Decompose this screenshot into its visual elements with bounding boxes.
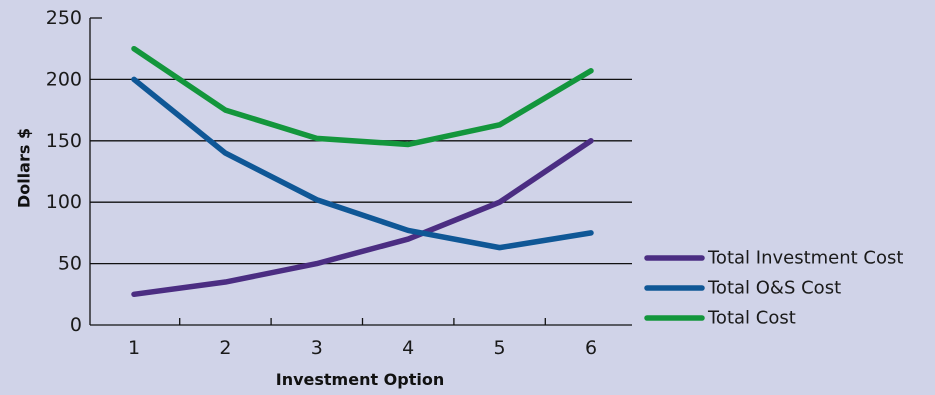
- y-axis-title: Dollars $: [15, 128, 34, 208]
- y-tick-labels: 0 50 100 150 200 250: [46, 7, 82, 336]
- y-tick-label: 100: [46, 191, 82, 213]
- x-tick-label: 5: [494, 337, 506, 359]
- axes: [89, 17, 632, 326]
- series-line-1: [131, 76, 594, 251]
- y-tick-label: 150: [46, 130, 82, 152]
- y-tick-label: 200: [46, 68, 82, 90]
- legend: Total Investment Cost Total O&S Cost Total…: [644, 248, 903, 329]
- x-tick-labels: 1 2 3 4 5 6: [128, 337, 597, 359]
- series-line-0: [131, 138, 594, 298]
- legend-label: Total O&S Cost: [707, 278, 841, 299]
- x-tick-label: 6: [585, 337, 597, 359]
- legend-label: Total Investment Cost: [707, 248, 903, 269]
- x-tick-label: 4: [402, 337, 414, 359]
- y-tick-label: 50: [58, 253, 82, 275]
- x-axis-title: Investment Option: [276, 370, 445, 389]
- y-tick-label: 0: [70, 314, 82, 336]
- x-tick-label: 2: [219, 337, 231, 359]
- series-lines: [131, 45, 594, 298]
- legend-label: Total Cost: [707, 308, 796, 329]
- x-tick-label: 1: [128, 337, 140, 359]
- series-line-2: [131, 45, 594, 148]
- x-tick-label: 3: [311, 337, 323, 359]
- y-tick-label: 250: [46, 7, 82, 29]
